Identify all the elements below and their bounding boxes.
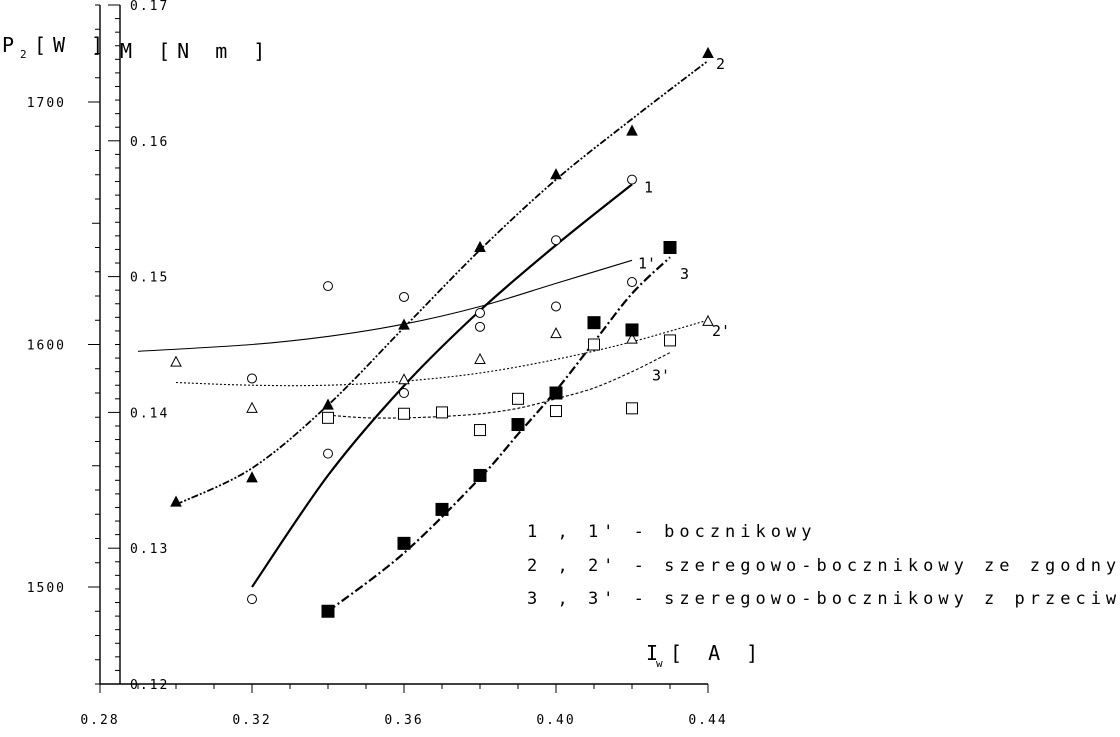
marker-2-prime [626, 332, 638, 344]
marker-3-prime [588, 338, 600, 351]
y-left-title-main: P [2, 33, 21, 57]
marker-3 [321, 604, 335, 618]
y-right-ticks: 0.17 0.16 0.15 0.14 0.13 0.12 [108, 0, 169, 693]
y-right-tick-label: 0.13 [130, 542, 169, 557]
legend-item-1: 1 , 1' - bocznikowy [527, 522, 816, 542]
marker-2 [702, 46, 714, 58]
legend-item-2: 2 , 2' - szeregowo-bocznikowy ze zgodnym… [527, 556, 1120, 576]
marker-1-prime [475, 321, 485, 332]
marker-2-prime [702, 314, 714, 326]
y-left-tick-label: 1500 [27, 581, 66, 596]
marker-2-prime [550, 327, 562, 339]
marker-1 [627, 174, 637, 185]
y-left-title-sub: 2 [20, 48, 34, 61]
x-title-unit: [ A ] [670, 641, 765, 665]
marker-3-prime [436, 406, 448, 419]
marker-3 [625, 323, 639, 337]
marker-2-prime [170, 355, 182, 367]
axes-group [99, 5, 708, 685]
marker-1 [399, 388, 409, 398]
x-ticks: 0.28 0.32 0.36 0.40 0.44 [80, 684, 727, 728]
curve-label-2-prime: 2' [712, 322, 730, 340]
x-axis-title: I w [ A ] [646, 641, 765, 670]
legend: 1 , 1' - bocznikowy 2 , 2' - szeregowo-b… [527, 522, 1120, 609]
marker-3-prime [550, 405, 562, 418]
legend-item-3: 3 , 3' - szeregowo-bocznikowy z przeciwn… [527, 589, 1120, 609]
marker-2-prime [474, 352, 486, 364]
marker-1-prime [399, 291, 409, 302]
marker-1 [323, 448, 333, 459]
fit-curve-2 [175, 60, 709, 506]
marker-2 [626, 124, 638, 136]
marker-3 [511, 418, 525, 432]
marker-3 [587, 316, 601, 330]
marker-1-prime [323, 281, 333, 292]
fit-curve-2-prime [175, 319, 709, 387]
x-tick-label: 0.36 [384, 713, 423, 728]
y-left-tick-label: 1700 [27, 96, 66, 111]
marker-2 [550, 168, 562, 180]
marker-3 [549, 386, 563, 400]
y-right-tick-label: 0.15 [130, 271, 169, 286]
marker-2 [398, 318, 410, 330]
marker-3-prime [474, 424, 486, 437]
marker-3 [397, 536, 411, 550]
marker-2 [474, 240, 486, 252]
y-left-title: P 2 [W ] [2, 33, 110, 61]
y-left-ticks: 1700 1600 1500 [27, 4, 100, 685]
y-right-title: M [N m ] [120, 39, 272, 63]
y-right-tick-label: 0.12 [130, 678, 169, 693]
marker-3-prime [626, 402, 638, 415]
x-tick-label: 0.44 [688, 713, 727, 728]
y-right-tick-label: 0.16 [130, 135, 169, 150]
marker-2 [246, 471, 258, 483]
marker-3-prime [512, 392, 524, 405]
marker-1 [247, 594, 257, 605]
curve-labels: 1 1' 2 2' 3 3' [638, 55, 730, 385]
marker-3 [663, 241, 677, 254]
y-right-tick-label: 0.14 [130, 406, 169, 421]
marker-3 [435, 502, 449, 516]
y-right-tick-label: 0.17 [130, 0, 169, 14]
x-title-sub: w [656, 657, 670, 670]
marker-1-prime [551, 301, 561, 312]
marker-1 [551, 235, 561, 246]
marker-3-prime [398, 407, 410, 420]
marker-2 [322, 398, 334, 410]
curve-label-1: 1 [644, 178, 653, 196]
marker-1 [475, 307, 485, 318]
curve-label-3: 3 [680, 265, 689, 283]
marker-2 [170, 495, 182, 507]
marker-2-prime [246, 401, 258, 413]
marker-3-prime [322, 411, 334, 424]
x-tick-label: 0.28 [80, 713, 119, 728]
curve-label-3-prime: 3' [652, 367, 670, 385]
curve-label-1-prime: 1' [638, 254, 656, 272]
marker-3-prime [664, 334, 676, 347]
x-tick-label: 0.32 [232, 713, 271, 728]
data-markers [170, 46, 714, 618]
fit-curve-3-prime [327, 352, 671, 419]
fit-curve-3 [327, 256, 671, 613]
curve-label-2: 2 [716, 55, 725, 73]
marker-1-prime [627, 277, 637, 288]
marker-2-prime [398, 373, 410, 385]
marker-1-prime [247, 373, 257, 384]
y-left-title-unit: [W ] [34, 33, 110, 57]
marker-3 [473, 468, 487, 482]
y-left-tick-label: 1600 [27, 339, 66, 354]
x-title-main: I [646, 641, 665, 665]
x-tick-label: 0.40 [536, 713, 575, 728]
